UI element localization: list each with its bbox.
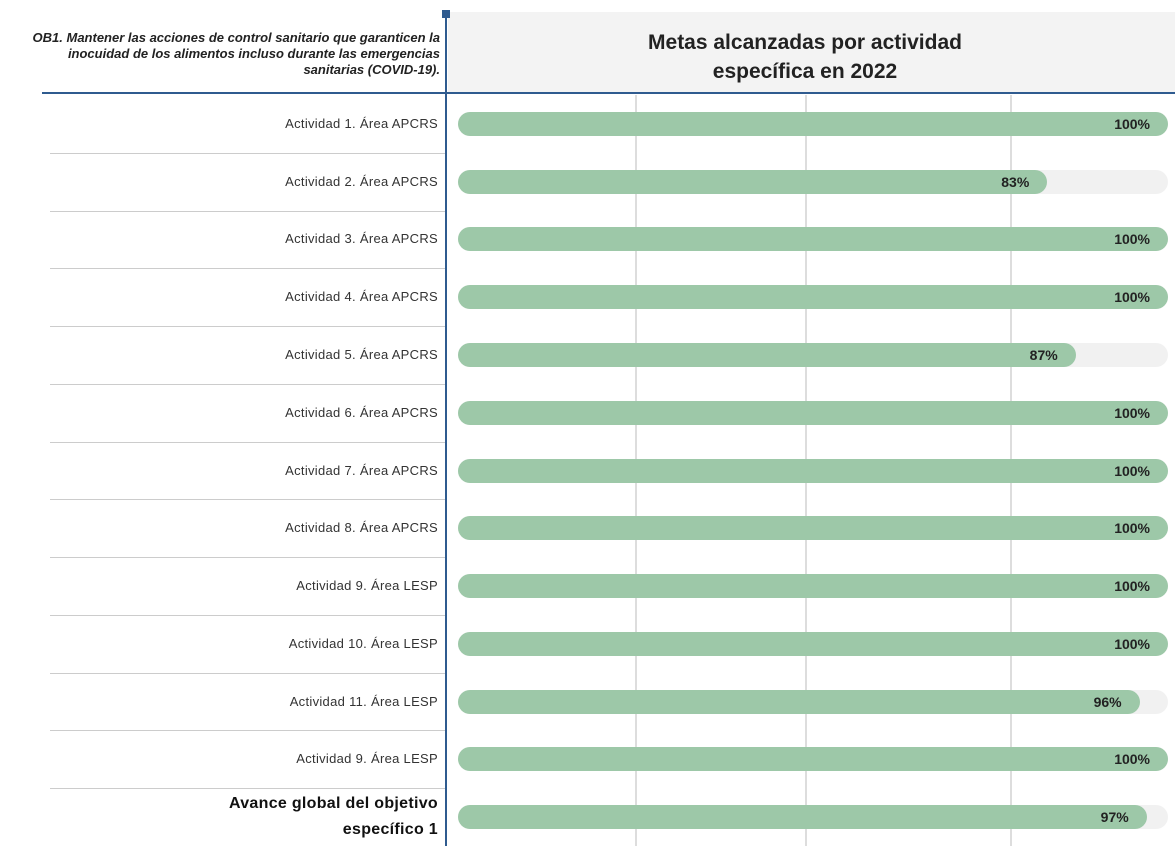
category-label: Actividad 7. Área APCRS: [285, 462, 438, 478]
value-label: 100%: [1114, 115, 1150, 132]
value-label: 96%: [1093, 693, 1122, 710]
category-label: Actividad 9. Área LESP: [296, 751, 438, 767]
bar: [458, 516, 1168, 541]
category-label: Actividad 4. Área APCRS: [285, 289, 438, 305]
divider: [445, 12, 447, 846]
bar: [458, 458, 1168, 483]
bar: [458, 400, 1168, 425]
category-label: Actividad 10. Área LESP: [288, 635, 438, 651]
row-separator: [50, 326, 445, 328]
row-separator: [50, 210, 445, 212]
value-label: 87%: [1029, 346, 1058, 363]
row-separator: [50, 672, 445, 674]
bar: [458, 805, 1147, 830]
row-separator: [50, 614, 445, 616]
chart-title: Metas alcanzadas por actividad específic…: [648, 31, 962, 83]
value-label: 97%: [1100, 809, 1129, 826]
value-label: 83%: [1001, 173, 1030, 190]
bar: [458, 747, 1168, 772]
bar: [458, 285, 1168, 310]
bar: [458, 631, 1168, 656]
bar: [458, 574, 1168, 599]
category-label: Actividad 3. Área APCRS: [285, 231, 438, 247]
bar: [458, 169, 1048, 194]
value-label: 100%: [1114, 635, 1150, 652]
row-separator: [50, 383, 445, 385]
bar: [458, 689, 1140, 714]
category-label: Actividad 5. Área APCRS: [285, 346, 438, 362]
bar: [458, 342, 1076, 367]
row-separator: [50, 268, 445, 270]
value-label: 100%: [1114, 520, 1150, 537]
objective-text: OB1. Mantener las acciones de control sa…: [32, 30, 440, 77]
value-label: 100%: [1114, 231, 1150, 248]
category-label: Actividad 11. Área LESP: [289, 693, 438, 709]
row-separator: [50, 152, 445, 154]
bar: [458, 227, 1168, 252]
row-separator: [50, 730, 445, 732]
bar: [458, 111, 1168, 136]
value-label: 100%: [1114, 751, 1150, 768]
row-separator: [50, 441, 445, 443]
category-label: Actividad 6. Área APCRS: [285, 404, 438, 420]
row-separator: [50, 788, 445, 790]
category-label: Actividad 1. Área APCRS: [285, 115, 438, 131]
category-label: Actividad 2. Área APCRS: [285, 173, 438, 189]
row-separator: [50, 557, 445, 559]
value-label: 100%: [1114, 289, 1150, 306]
value-label: 100%: [1114, 578, 1150, 595]
header-rule: [42, 92, 1175, 94]
divider-cap: [442, 10, 450, 18]
category-label: Actividad 8. Área APCRS: [285, 520, 438, 536]
value-label: 100%: [1114, 404, 1150, 421]
value-label: 100%: [1114, 462, 1150, 479]
header-band: [448, 12, 1175, 92]
row-separator: [50, 499, 445, 501]
category-label: Actividad 9. Área LESP: [296, 578, 438, 594]
category-label: Avance global del objetivo específico 1: [228, 795, 438, 839]
